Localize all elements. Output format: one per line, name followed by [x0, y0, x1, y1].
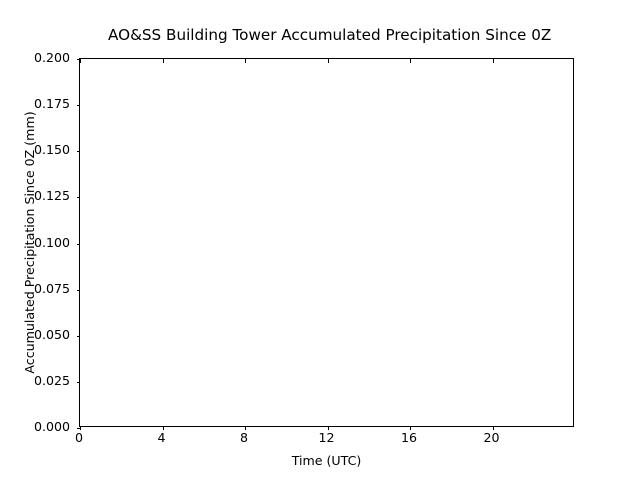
- y-tick-mark: [76, 289, 80, 291]
- y-axis-label: Accumulated Precipitation Since 0Z (mm): [22, 111, 37, 374]
- x-tick-mark: [327, 426, 329, 430]
- x-tick-label: 0: [74, 430, 83, 445]
- x-tick-label: 4: [157, 430, 166, 445]
- y-tick-mark: [76, 59, 80, 60]
- y-tick-label: 0.150: [33, 142, 70, 158]
- y-tick-label: 0.100: [33, 234, 70, 250]
- y-tick-mark: [76, 381, 80, 383]
- x-tick-mark: [162, 426, 164, 430]
- y-tick-label: 0.075: [33, 280, 70, 296]
- x-axis-label: Time (UTC): [291, 453, 362, 468]
- y-tick-mark: [76, 243, 80, 245]
- y-tick-mark: [76, 197, 80, 199]
- plot-data-canvas: [80, 59, 573, 426]
- x-tick-label: 12: [318, 430, 335, 445]
- y-tick-mark: [76, 151, 80, 153]
- x-tick-label: 8: [239, 430, 248, 445]
- y-tick-label: 0.025: [33, 372, 70, 388]
- x-tick-mark: [410, 426, 411, 430]
- y-tick-label: 0.000: [33, 419, 70, 434]
- y-tick-mark: [76, 105, 80, 107]
- y-tick-mark: [76, 335, 80, 337]
- x-tick-mark: [245, 426, 246, 430]
- y-tick-label: 0.200: [33, 50, 70, 65]
- chart-title-line-1: AO&SS Building Tower Accumulated Precipi…: [108, 26, 552, 44]
- x-tick-mark-top: [492, 59, 494, 63]
- x-tick-label: 20: [483, 430, 500, 445]
- x-tick-mark: [80, 426, 81, 430]
- plot-area: [76, 58, 574, 430]
- x-tick-mark-top: [162, 59, 164, 63]
- x-tick-mark-top: [80, 59, 81, 63]
- x-tick-mark-top: [245, 59, 246, 63]
- y-tick-label: 0.125: [33, 188, 70, 204]
- x-tick-mark-top: [410, 59, 411, 63]
- y-tick-label: 0.050: [33, 326, 70, 342]
- y-tick-mark: [76, 428, 80, 429]
- x-tick-mark-top: [327, 59, 329, 63]
- x-tick-mark: [492, 426, 494, 430]
- x-tick-label: 16: [400, 430, 418, 445]
- y-tick-label: 0.175: [33, 96, 70, 112]
